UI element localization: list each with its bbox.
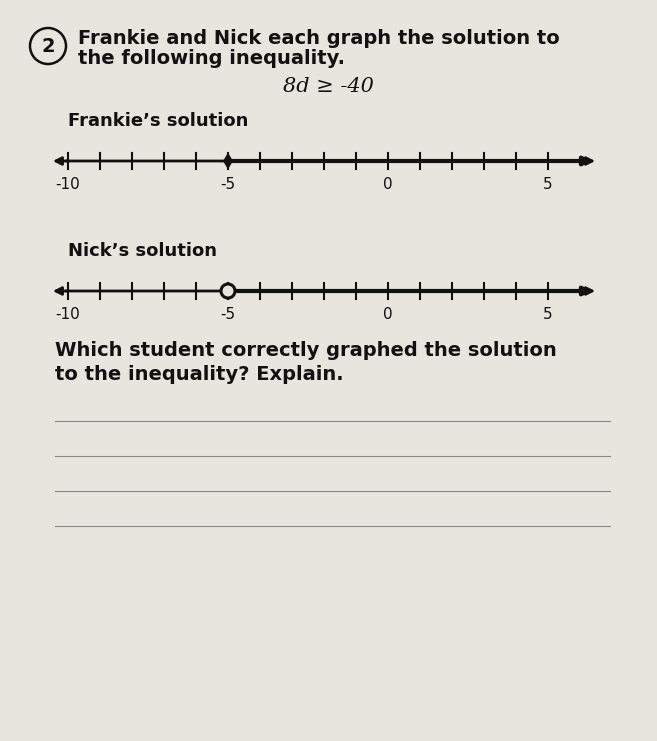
Text: the following inequality.: the following inequality.	[78, 48, 345, 67]
Text: 8d ≥ -40: 8d ≥ -40	[283, 76, 373, 96]
Text: -5: -5	[221, 177, 236, 192]
Circle shape	[223, 285, 233, 296]
Text: to the inequality? Explain.: to the inequality? Explain.	[55, 365, 344, 385]
Polygon shape	[224, 154, 232, 168]
Text: -10: -10	[56, 307, 80, 322]
Text: 5: 5	[543, 177, 553, 192]
Text: Frankie and Nick each graph the solution to: Frankie and Nick each graph the solution…	[78, 28, 560, 47]
Text: Which student correctly graphed the solution: Which student correctly graphed the solu…	[55, 342, 556, 361]
Text: 0: 0	[383, 307, 393, 322]
Text: 5: 5	[543, 307, 553, 322]
Text: 2: 2	[41, 36, 55, 56]
Text: -10: -10	[56, 177, 80, 192]
Text: 0: 0	[383, 177, 393, 192]
Text: -5: -5	[221, 307, 236, 322]
Text: Nick’s solution: Nick’s solution	[68, 242, 217, 260]
Text: Frankie’s solution: Frankie’s solution	[68, 112, 248, 130]
